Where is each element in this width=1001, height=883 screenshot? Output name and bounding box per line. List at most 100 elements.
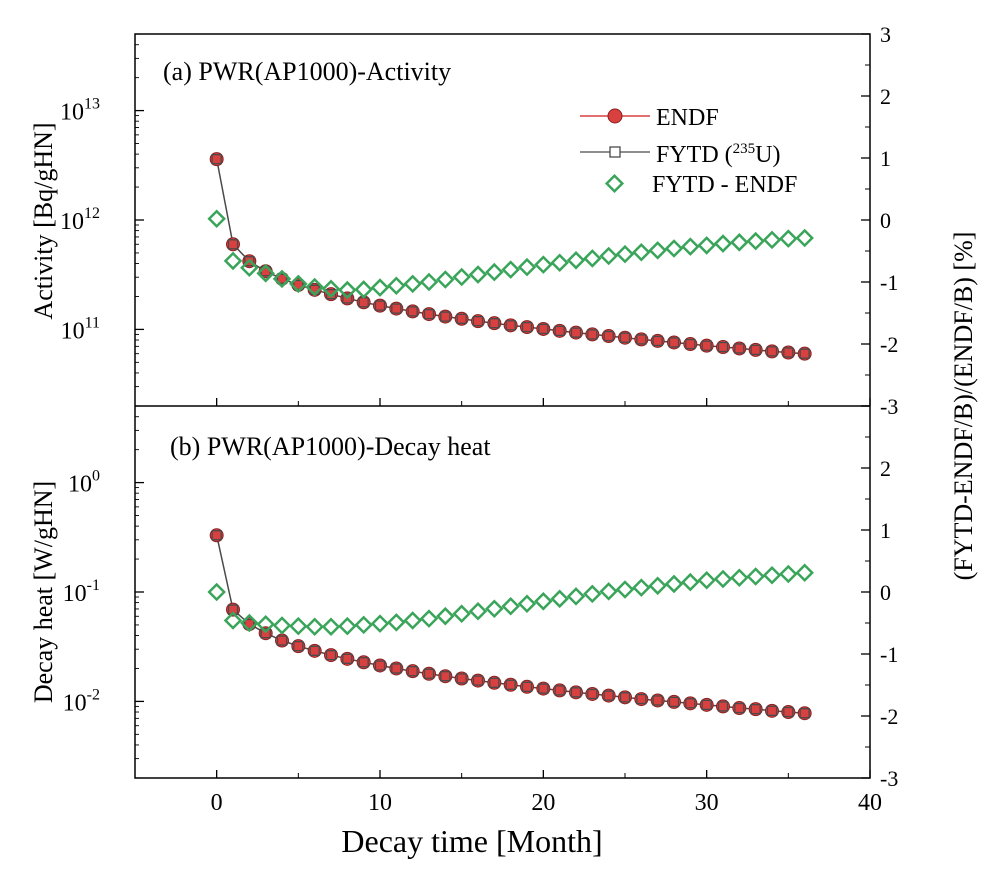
diff-point: [436, 606, 455, 626]
fytd-point: [309, 645, 320, 656]
fytd-point: [652, 335, 663, 347]
fytd-point: [799, 708, 810, 719]
diff-point: [354, 615, 373, 635]
fytd-point: [391, 663, 402, 674]
endf-point: [797, 706, 812, 721]
panel-a-title: (a) PWR(AP1000)-Activity: [163, 57, 451, 86]
diff-point: [583, 584, 602, 604]
endf-point: [601, 329, 616, 344]
diff-point: [223, 251, 243, 271]
endf-point: [471, 314, 485, 329]
right-ylabel: (FYTD-ENDF/B)/(ENDF/B) [%]: [949, 232, 978, 581]
diff-point: [599, 582, 618, 601]
endf-point: [667, 335, 681, 350]
right-tick-label: -2: [880, 704, 898, 729]
fytd-point: [587, 329, 598, 340]
fytd-point: [293, 640, 304, 652]
fytd-point: [668, 696, 680, 708]
diff-point: [534, 255, 553, 274]
fytd-point: [374, 660, 386, 671]
diff-point: [207, 582, 226, 602]
x-axis-label: Decay time [Month]: [341, 823, 602, 859]
endf-point: [732, 341, 747, 356]
endf-point: [324, 648, 338, 663]
endf-point: [307, 643, 322, 658]
y-tick-label: 100: [68, 468, 100, 498]
diff-point: [534, 592, 553, 611]
plot-layer: 0 10 20 30 401013101210113210-1-2-310010-110…: [60, 22, 898, 816]
fytd-point: [652, 695, 663, 706]
endf-point: [487, 675, 502, 690]
diff-point: [223, 611, 243, 630]
diff-point: [272, 269, 292, 289]
fytd-point: [407, 306, 418, 317]
fytd-point: [734, 343, 745, 354]
fytd-point: [293, 279, 304, 291]
fytd-point: [717, 701, 729, 712]
diff-point: [713, 234, 733, 253]
endf-point: [340, 651, 355, 666]
endf-point: [781, 705, 796, 720]
diff-point: [779, 564, 798, 584]
diff-point: [550, 589, 569, 609]
fytd-point: [423, 668, 435, 679]
y-tick-label: 1011: [61, 314, 100, 344]
diff-point: [762, 230, 782, 250]
fytd-point: [325, 649, 337, 661]
fytd-point: [407, 666, 418, 677]
right-tick-label: -3: [880, 766, 898, 791]
legend-fytd-label: FYTD (235U): [656, 141, 781, 168]
fytd-point: [211, 153, 222, 165]
endf-point: [699, 697, 714, 712]
fytd-point: [423, 308, 435, 320]
fytd-point: [554, 325, 565, 337]
fytd-point: [489, 318, 500, 329]
endf-point: [569, 685, 583, 700]
fytd-point: [374, 300, 386, 311]
fytd-point: [603, 330, 614, 342]
endf-point: [601, 688, 616, 703]
diff-point: [648, 241, 667, 260]
endf-point: [324, 287, 338, 302]
diff-point: [419, 609, 439, 628]
fytd-point: [554, 685, 565, 696]
endf-point: [683, 337, 698, 352]
endf-point: [569, 325, 583, 340]
legend-fytd-marker: [609, 146, 621, 158]
right-tick-label: 3: [880, 22, 891, 47]
right-tick-label: 2: [880, 84, 891, 109]
diff-point: [370, 278, 390, 297]
x-tick-label: 30: [695, 790, 719, 816]
fytd-point: [211, 530, 222, 541]
diff-point: [762, 565, 782, 585]
y-tick-label: 1013: [60, 96, 100, 126]
endf-point: [503, 677, 518, 692]
right-tick-label: -3: [880, 394, 898, 419]
endf-point: [618, 690, 632, 705]
fytd-point: [538, 683, 549, 694]
right-tick-label: -2: [880, 332, 898, 357]
endf-point: [389, 301, 404, 316]
right-tick-label: -1: [880, 642, 898, 667]
diff-point: [632, 242, 651, 262]
diff-point: [501, 260, 520, 279]
fytd-point: [734, 702, 745, 714]
endf-point: [585, 686, 600, 701]
diff-point: [485, 262, 504, 282]
fytd-point: [701, 340, 712, 351]
right-tick-label: 0: [880, 208, 891, 233]
diff-point: [517, 594, 537, 614]
diff-point: [681, 237, 700, 256]
fytd-point: [685, 698, 696, 709]
endf-point: [732, 701, 747, 716]
diff-point: [321, 279, 341, 299]
diff-point: [289, 616, 308, 636]
endf-point: [438, 309, 453, 324]
fytd-point: [766, 346, 778, 357]
fytd-point: [505, 320, 516, 331]
fytd-point: [799, 348, 810, 359]
fytd-point: [440, 311, 451, 322]
diff-point: [452, 267, 471, 287]
fytd-point: [570, 327, 582, 338]
diff-point: [485, 599, 504, 619]
